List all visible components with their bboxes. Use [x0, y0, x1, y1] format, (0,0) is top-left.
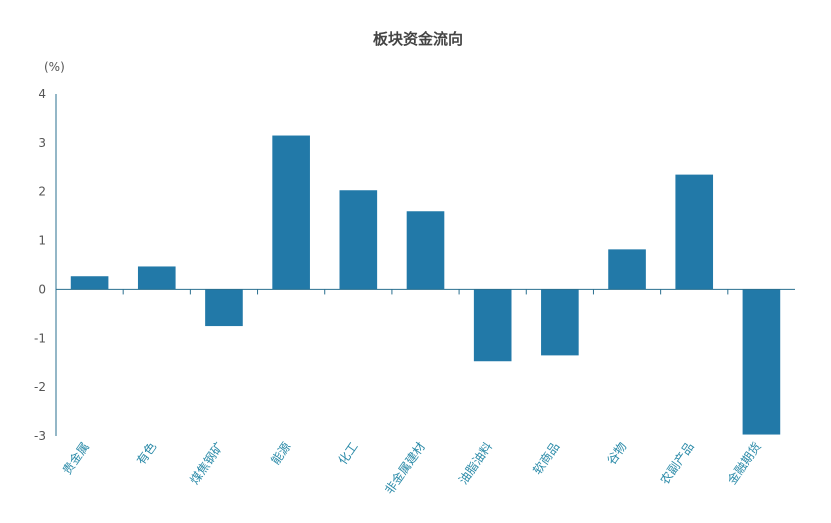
y-tick-label: 0 [38, 282, 46, 296]
x-tick-label: 贵金属 [59, 439, 92, 477]
x-tick-label: 金融期货 [724, 439, 764, 487]
y-tick-label: -1 [34, 331, 46, 345]
bar-9 [675, 174, 714, 290]
x-tick-label: 谷物 [604, 440, 629, 468]
bar-2 [205, 289, 243, 327]
bar-1 [137, 266, 176, 290]
bar-5 [406, 211, 445, 290]
y-axis-unit-label: (%) [44, 60, 65, 74]
bar-4 [339, 190, 378, 290]
bar-0 [70, 276, 109, 290]
y-tick-label: -2 [34, 380, 46, 394]
y-tick-label: -3 [34, 429, 46, 443]
y-tick-label: 2 [38, 185, 46, 199]
bars [70, 135, 781, 435]
x-axis: 贵金属 有色 煤焦钢矿 能源 化工 非金属建材 油脂油料 软商品 谷物 农副产品 金融期货 [56, 288, 795, 497]
bar-6 [473, 289, 512, 362]
y-tick-label: 4 [38, 87, 46, 101]
bar-10 [742, 289, 781, 435]
bar-7 [541, 289, 579, 356]
x-tick-label: 非金属建材 [381, 439, 428, 497]
x-tick-label: 煤焦钢矿 [187, 440, 226, 487]
bar-8 [608, 249, 646, 290]
x-tick-label: 油脂油料 [455, 439, 495, 487]
y-axis: 4 3 2 1 0 -1 -2 -3 [34, 87, 57, 443]
x-tick-label: 化工 [336, 440, 361, 468]
bar-3 [272, 135, 310, 290]
chart-title: 板块资金流向 [373, 30, 463, 48]
x-tick-label: 软商品 [529, 439, 562, 477]
x-tick-label: 有色 [134, 440, 159, 468]
y-tick-label: 1 [38, 234, 46, 248]
x-tick-label: 农副产品 [658, 440, 697, 487]
x-tick-label: 能源 [268, 440, 293, 468]
y-tick-label: 3 [38, 136, 46, 150]
